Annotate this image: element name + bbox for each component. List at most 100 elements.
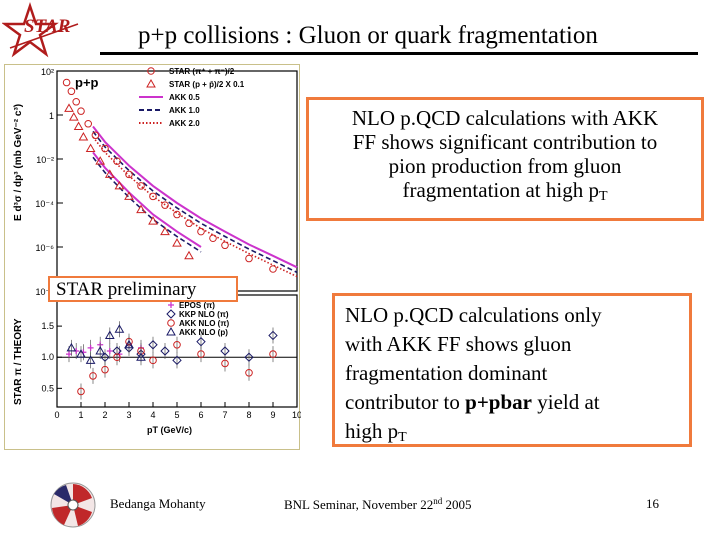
top-legend-label: AKK 2.0	[169, 119, 200, 128]
bottom-x-tick-label: 7	[222, 410, 227, 420]
top-legend-marker	[146, 78, 156, 88]
top-curve	[92, 125, 298, 269]
star-preliminary-label: STAR preliminary	[56, 279, 197, 300]
bottom-kkp-point	[100, 352, 110, 362]
bottom-akk-pion-point	[101, 365, 109, 374]
info-box-proton-line3: fragmentation dominant	[345, 361, 548, 385]
title-underline	[100, 52, 698, 55]
top-pion-point	[197, 227, 205, 236]
bottom-y-tick-label: 0.5	[41, 383, 54, 393]
top-curve	[92, 130, 298, 274]
top-proton-point	[104, 169, 115, 178]
top-pion-point	[125, 170, 133, 179]
bottom-akk-pion-point	[89, 372, 97, 380]
top-y-tick-label: 10⁻⁴	[35, 199, 54, 209]
bottom-legend-label: EPOS (π)	[179, 301, 215, 310]
bottom-kkp-point	[148, 340, 158, 350]
top-panel-label: p+p	[75, 75, 99, 90]
top-pion-point	[67, 87, 76, 96]
bottom-akk-pion-point	[221, 359, 229, 368]
bottom-akk-pion-point	[113, 353, 121, 362]
bottom-akk-pion-point	[269, 350, 277, 358]
footer-seminar-sup: nd	[433, 496, 443, 506]
top-y-tick-label: 10⁻²	[36, 155, 54, 165]
bottom-akk-pion-point	[77, 387, 85, 396]
bottom-x-tick-label: 4	[150, 410, 155, 420]
top-proton-point	[85, 143, 96, 153]
top-pion-point	[269, 265, 277, 273]
top-legend-label: AKK 0.5	[169, 93, 200, 102]
bottom-kkp-point	[244, 352, 254, 362]
bottom-legend-marker	[167, 319, 175, 327]
bottom-legend-label: AKK NLO (p)	[179, 328, 228, 337]
top-pion-point	[101, 144, 109, 153]
bottom-kkp-point	[268, 330, 278, 341]
bottom-kkp-point	[220, 346, 230, 356]
top-pion-point	[62, 78, 71, 87]
info-box-proton: NLO p.QCD calculations only with AKK FF …	[332, 293, 692, 447]
top-proton-point	[148, 216, 158, 225]
top-plot-frame	[56, 70, 298, 292]
figure-panel: p+p E d³σ / dp³ (mb GeV⁻² c³) 10² 1 10⁻² 10⁻…	[4, 64, 301, 450]
star-logo-star-icon	[2, 2, 59, 58]
bottom-y-tick-label: 1.5	[41, 321, 54, 331]
bottom-akk-proton-point	[95, 345, 106, 355]
bottom-akk-pion-point	[197, 350, 205, 358]
top-curve	[92, 136, 298, 278]
top-pion-point	[113, 157, 121, 165]
top-pion-point	[245, 254, 253, 263]
star-logo: STAR	[2, 2, 79, 58]
top-y-tick-label: 10⁻⁶	[36, 243, 55, 253]
top-pion-point	[161, 201, 169, 209]
top-y-axis-label: E d³σ / dp³ (mb GeV⁻² c³)	[13, 104, 24, 221]
top-proton-point	[184, 250, 194, 260]
bottom-x-tick-label: 0	[54, 410, 59, 420]
top-proton-point	[172, 238, 182, 247]
bottom-akk-proton-point	[85, 355, 96, 364]
info-box-pion-line4: fragmentation at high pT	[309, 178, 701, 209]
info-box-pion-line1: NLO p.QCD calculations with AKK	[351, 106, 659, 130]
star-preliminary-box	[48, 276, 238, 302]
bottom-x-tick-label: 5	[174, 410, 179, 420]
info-box-proton-line2: with AKK FF shows gluon	[345, 332, 572, 356]
info-box-pion: NLO p.QCD calculations with AKK FF shows…	[306, 97, 704, 221]
bottom-x-tick-label: 2	[102, 410, 107, 420]
top-proton-point	[136, 204, 146, 214]
bottom-akk-proton-point	[104, 330, 115, 339]
top-pion-point	[209, 234, 217, 243]
top-curve	[92, 156, 202, 253]
top-proton-point	[160, 226, 170, 236]
top-proton-point	[68, 112, 79, 121]
info-box-proton-line4-pre: contributor to	[345, 390, 466, 414]
bottom-akk-proton-point	[136, 352, 146, 361]
top-pion-point	[149, 192, 157, 201]
bottom-y-tick-label: 1.0	[41, 352, 54, 362]
bottom-akk-proton-point	[124, 339, 134, 349]
bottom-epos-point	[106, 348, 113, 354]
top-pion-point	[91, 131, 100, 140]
bottom-kkp-point	[172, 355, 182, 366]
top-pion-point	[173, 210, 181, 219]
top-y-tick-label: 1	[49, 111, 54, 121]
top-proton-point	[64, 103, 74, 112]
footer-seminar-pre: BNL Seminar, November 22	[284, 497, 434, 512]
star-logo-text: STAR	[24, 16, 70, 37]
top-proton-point	[73, 121, 84, 131]
bottom-epos-point	[87, 344, 94, 351]
info-box-pion-line4-sub: T	[598, 189, 608, 204]
info-box-proton-line4: contributor to p+pbar yield at	[345, 388, 689, 417]
bottom-akk-pion-point	[245, 368, 253, 377]
top-proton-point	[95, 156, 106, 165]
info-box-proton-line4-bold: p+pbar	[465, 390, 532, 414]
top-pion-point	[77, 107, 85, 115]
bottom-x-tick-label: 9	[270, 410, 275, 420]
bottom-x-tick-label: 1	[78, 410, 83, 420]
top-pion-point	[221, 241, 229, 250]
bottom-kkp-point	[196, 336, 206, 347]
bottom-akk-proton-point	[114, 324, 125, 333]
top-pion-point	[72, 97, 80, 106]
bottom-y-axis-label: STAR π / THEORY	[13, 318, 24, 405]
bottom-legend-label: KKP NLO (π)	[179, 310, 229, 319]
bottom-akk-pion-point	[149, 356, 157, 365]
bottom-x-tick-label: 10	[292, 410, 301, 420]
